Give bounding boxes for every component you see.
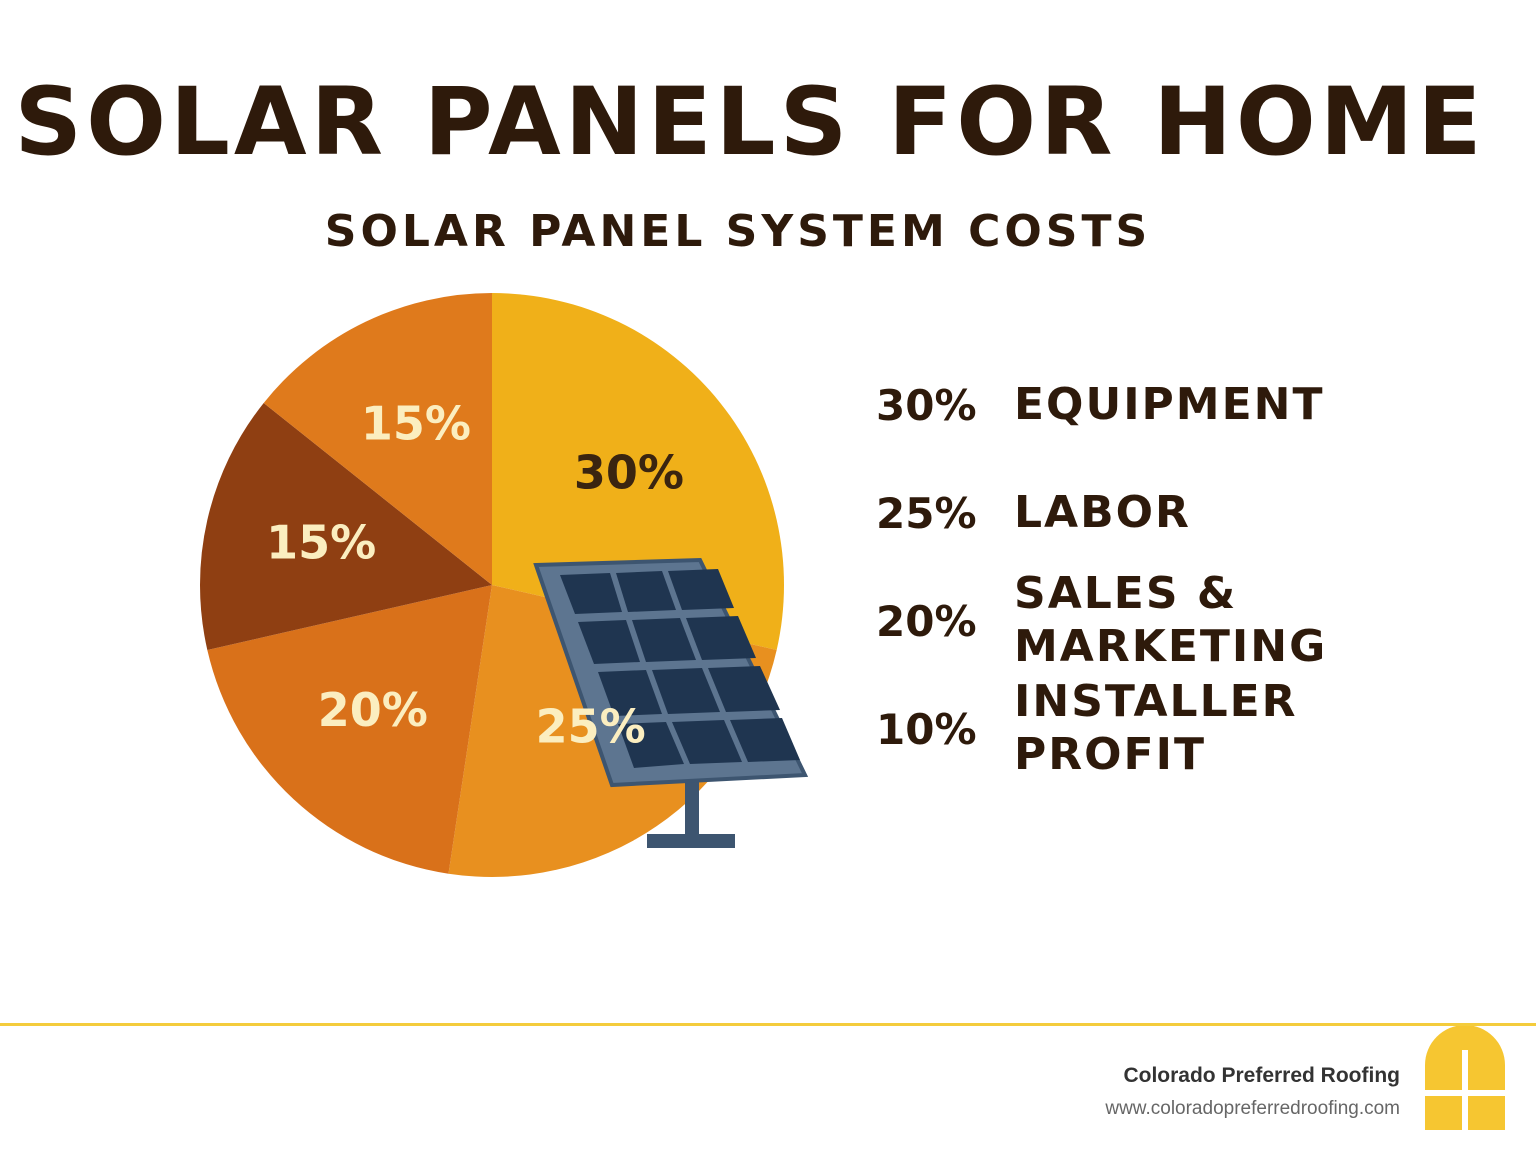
pie-slice [200,402,493,650]
legend-item: 30% EQUIPMENT [876,355,1396,455]
legend-value: 25% [876,488,977,538]
legend-label: SALES & MARKETING [1014,568,1328,672]
legend-value: 20% [876,596,977,646]
legend-label: INSTALLER PROFIT [1014,676,1298,780]
slice-label: 30% [574,445,684,499]
company-name: Colorado Preferred Roofing [1123,1064,1400,1087]
company-url: www.coloradopreferredroofing.com [1105,1098,1400,1119]
legend-label: EQUIPMENT [1014,378,1325,430]
pie-slice [492,293,784,650]
slice-label: 25% [536,699,646,753]
pie-slice [263,293,492,585]
title: SOLAR PANELS FOR HOME [14,68,1486,177]
slice-label: 15% [361,397,471,451]
subtitle: SOLAR PANEL SYSTEM COSTS [324,206,1152,257]
legend-value: 10% [876,704,977,754]
logo [1425,1025,1505,1134]
solar-panel-icon [533,557,809,848]
legend-item: 25% LABOR [876,463,1396,563]
legend-item: 10% INSTALLER PROFIT [876,676,1396,780]
pie-slice [207,585,492,874]
slice-label: 15% [266,516,376,570]
legend-label: LABOR [1014,486,1191,538]
legend-item: 20% SALES & MARKETING [876,568,1396,672]
legend: 30% EQUIPMENT 25% LABOR 20% SALES & MARKETING… [876,355,1396,787]
footer-divider [0,1023,1536,1026]
legend-value: 30% [876,380,977,430]
slice-label: 20% [318,683,428,737]
